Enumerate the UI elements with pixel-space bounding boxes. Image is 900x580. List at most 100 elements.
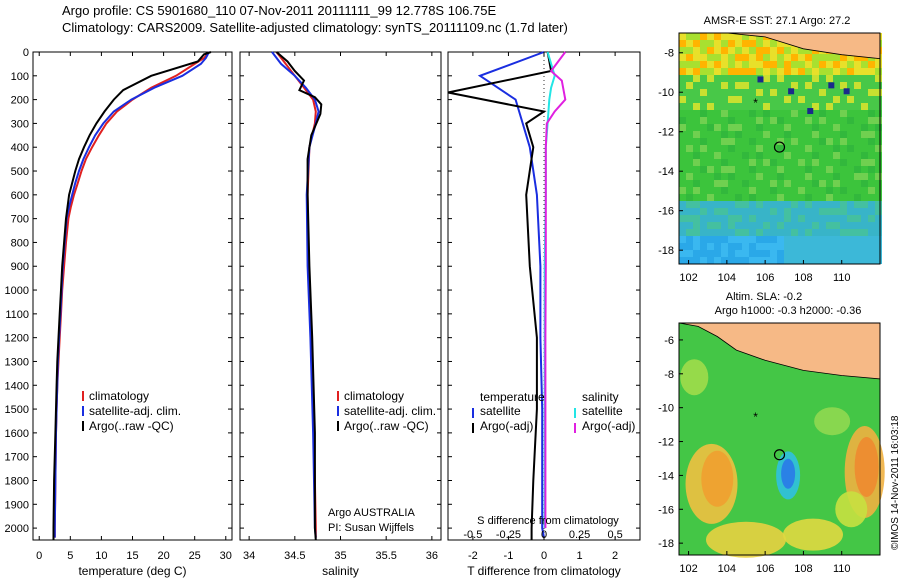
sst-cell	[805, 250, 812, 257]
sst-cell	[791, 103, 798, 110]
sst-cell	[847, 215, 854, 222]
sst-cell	[714, 222, 721, 229]
y-tick-label: 900	[11, 261, 29, 273]
sst-cell	[854, 138, 861, 145]
sst-cell	[868, 103, 875, 110]
sst-cell	[812, 138, 819, 145]
sst-cell	[868, 236, 875, 243]
sst-cell	[770, 75, 777, 82]
sst-cell	[742, 236, 749, 243]
sst-cell	[826, 61, 833, 68]
difference-xlabel: T difference from climatology	[467, 564, 621, 578]
sst-cell	[707, 96, 714, 103]
sst-cell	[826, 159, 833, 166]
sla-map-field	[678, 322, 885, 558]
sst-cell	[707, 180, 714, 187]
sst-cell	[819, 194, 826, 201]
sst-cell	[833, 61, 840, 68]
sst-cell	[763, 194, 770, 201]
sst-cell	[875, 131, 882, 138]
sst-cell	[840, 229, 847, 236]
sst-cell	[798, 89, 805, 96]
sst-cell	[791, 201, 798, 208]
sst-cell	[812, 166, 819, 173]
sst-cell	[714, 229, 721, 236]
x-tick-label: 36	[426, 550, 438, 562]
sst-cell	[840, 243, 847, 250]
sst-cell	[812, 180, 819, 187]
y-tick-label: 1600	[5, 428, 29, 440]
sst-cell	[714, 138, 721, 145]
sst-cell	[679, 103, 686, 110]
sst-cell	[763, 180, 770, 187]
sst-cell	[728, 61, 735, 68]
sla-map-frame	[678, 322, 881, 556]
sst-cell	[756, 208, 763, 215]
sst-cell	[749, 229, 756, 236]
sst-cell	[693, 82, 700, 89]
y-tick-label: 1500	[5, 404, 29, 416]
sst-cell	[735, 61, 742, 68]
sst-cell	[805, 152, 812, 159]
sst-cell	[763, 152, 770, 159]
sst-cell	[812, 187, 819, 194]
sst-cell	[721, 208, 728, 215]
sst-cell	[756, 145, 763, 152]
sst-cell	[840, 124, 847, 131]
sst-cell	[686, 33, 693, 40]
legend-label: satellite-adj. clim.	[89, 404, 181, 418]
sst-cell	[693, 243, 700, 250]
sst-cell	[777, 173, 784, 180]
sst-cell	[721, 145, 728, 152]
sst-cell	[735, 103, 742, 110]
sst-cell	[763, 173, 770, 180]
sst-cell	[693, 110, 700, 117]
sst-cell	[854, 166, 861, 173]
sst-cell	[777, 152, 784, 159]
sst-cell	[679, 257, 686, 264]
salinity-plot-frame	[239, 51, 442, 541]
sst-cell	[854, 54, 861, 61]
sst-cell	[742, 187, 749, 194]
sst-cell	[707, 138, 714, 145]
sst-cell	[868, 159, 875, 166]
sst-cell	[700, 96, 707, 103]
sst-cell	[721, 222, 728, 229]
sst-cell	[686, 82, 693, 89]
sst-cell	[763, 229, 770, 236]
legend-label: climatology	[89, 389, 149, 403]
sst-cell	[798, 215, 805, 222]
temperature-xlabel: temperature (deg C)	[78, 564, 186, 578]
sst-cell	[749, 61, 756, 68]
sst-cell	[756, 82, 763, 89]
sst-cell	[707, 124, 714, 131]
sst-cell	[700, 215, 707, 222]
sst-cell	[749, 173, 756, 180]
y-tick-label: -18	[658, 538, 674, 550]
sst-cell	[686, 61, 693, 68]
sst-cell	[833, 145, 840, 152]
sst-cell	[749, 75, 756, 82]
sst-cell	[791, 96, 798, 103]
sst-cell	[819, 54, 826, 61]
sst-cell	[826, 96, 833, 103]
sst-cell	[819, 215, 826, 222]
sst-cell	[686, 201, 693, 208]
sst-cell	[784, 250, 791, 257]
sst-cell	[826, 152, 833, 159]
x-tick-label: 30	[220, 550, 232, 562]
sst-cell	[847, 159, 854, 166]
sst-cell	[721, 257, 728, 264]
sst-cell	[693, 194, 700, 201]
sst-cell	[819, 187, 826, 194]
sst-cell	[756, 243, 763, 250]
sst-cell	[798, 68, 805, 75]
sst-cell	[735, 68, 742, 75]
sst-cell	[784, 117, 791, 124]
sst-cell	[805, 47, 812, 54]
sst-cell	[784, 61, 791, 68]
sst-cell	[805, 103, 812, 110]
sst-cell	[679, 243, 686, 250]
sst-cell	[686, 180, 693, 187]
sst-cell	[805, 54, 812, 61]
